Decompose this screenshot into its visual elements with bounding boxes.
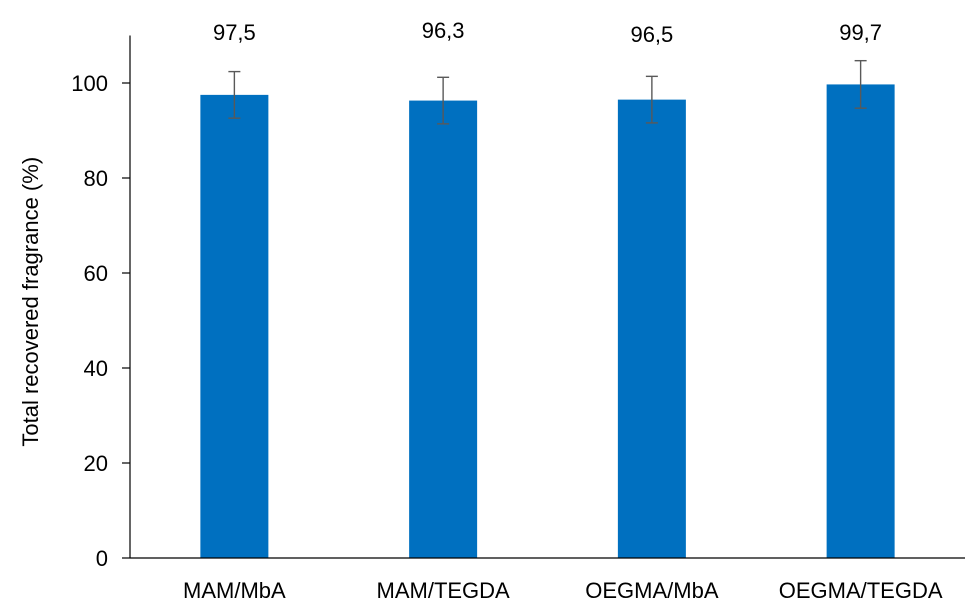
x-tick-label: MAM/TEGDA: [377, 578, 511, 603]
bar: [826, 84, 895, 559]
bar: [409, 100, 478, 558]
axes-layer: [129, 35, 965, 559]
data-label: 96,3: [422, 18, 465, 43]
data-label: 97,5: [213, 20, 256, 45]
x-tick-labels-layer: MAM/MbA MAM/TEGDA OEGMA/MbA OEGMA/TEGDA: [183, 578, 943, 603]
bars-layer: [200, 84, 895, 559]
x-tick-label: OEGMA/MbA: [585, 578, 719, 603]
x-tick-label: MAM/MbA: [183, 578, 286, 603]
bar: [617, 99, 686, 558]
data-labels-layer: 97,5 96,3 96,5 99,7: [213, 18, 882, 47]
y-axis-label: Total recovered fragrance (%): [18, 157, 43, 447]
data-label: 99,7: [839, 20, 882, 45]
bar: [200, 94, 269, 558]
y-tick-label: 80: [84, 166, 108, 191]
y-tick-label: 20: [84, 451, 108, 476]
y-axis-label-layer: Total recovered fragrance (%): [18, 157, 43, 447]
data-label: 96,5: [630, 22, 673, 47]
y-tick-label: 100: [71, 71, 108, 96]
y-ticks-layer: 0 20 40 60 80 100: [71, 71, 130, 571]
x-tick-label: OEGMA/TEGDA: [779, 578, 943, 603]
y-tick-label: 0: [96, 546, 108, 571]
error-bars-layer: [228, 59, 867, 125]
y-tick-label: 60: [84, 261, 108, 286]
y-tick-label: 40: [84, 356, 108, 381]
